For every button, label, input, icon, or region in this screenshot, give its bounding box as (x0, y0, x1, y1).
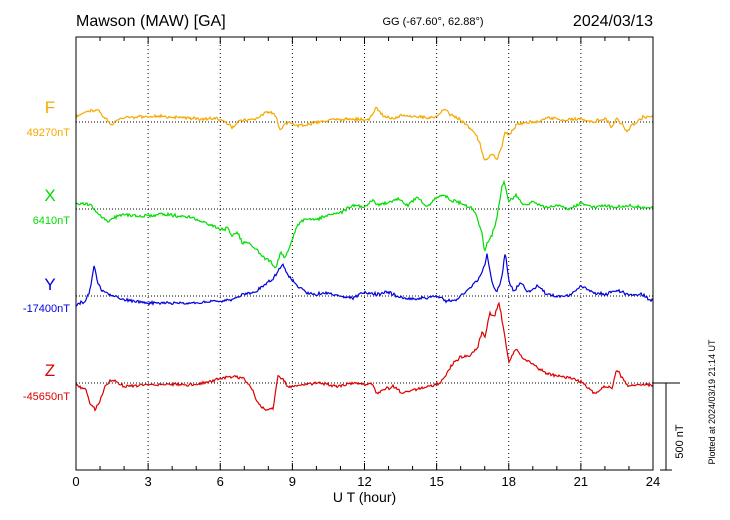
x-tick-label-3: 3 (145, 474, 152, 489)
x-tick-label-24: 24 (646, 474, 660, 489)
x-axis-label: U T (hour) (333, 489, 396, 505)
series-name-F: F (45, 98, 55, 117)
series-line-X (75, 179, 654, 269)
x-tick-label-21: 21 (574, 474, 588, 489)
x-tick-label-15: 15 (429, 474, 443, 489)
station-title: Mawson (MAW) [GA] (76, 13, 226, 30)
series-name-X: X (44, 186, 55, 205)
gridlines (147, 37, 582, 470)
scale-bar: 500 nT (653, 382, 686, 471)
baseline-value-F: 49270nT (27, 127, 71, 139)
x-tick-label-9: 9 (289, 474, 296, 489)
baseline-value-X: 6410nT (33, 215, 71, 227)
x-axis: 0 3 6 9 12 15 18 21 24 (72, 37, 660, 489)
series-line-F (75, 106, 654, 161)
series-line-Z (75, 301, 654, 412)
baseline-value-Y: -17400nT (23, 303, 70, 315)
baseline-value-Z: -45650nT (23, 391, 70, 403)
x-tick-label-0: 0 (72, 474, 79, 489)
x-tick-label-12: 12 (357, 474, 371, 489)
x-tick-label-18: 18 (502, 474, 516, 489)
plot-frame (75, 36, 654, 471)
date-label: 2024/03/13 (573, 13, 653, 30)
series-lines (75, 106, 654, 412)
scale-bar-label: 500 nT (674, 424, 686, 459)
geographic-coordinates: GG (-67.60°, 62.88°) (382, 16, 483, 28)
plotted-timestamp: Plotted at 2024/03/19 21:14 UT (707, 339, 717, 465)
series-name-Y: Y (44, 275, 55, 294)
series-name-Z: Z (45, 361, 55, 380)
series-labels: F 49270nT X 6410nT Y -17400nT Z -45650nT (23, 98, 70, 403)
series-line-Y (75, 253, 654, 307)
x-tick-label-6: 6 (217, 474, 224, 489)
